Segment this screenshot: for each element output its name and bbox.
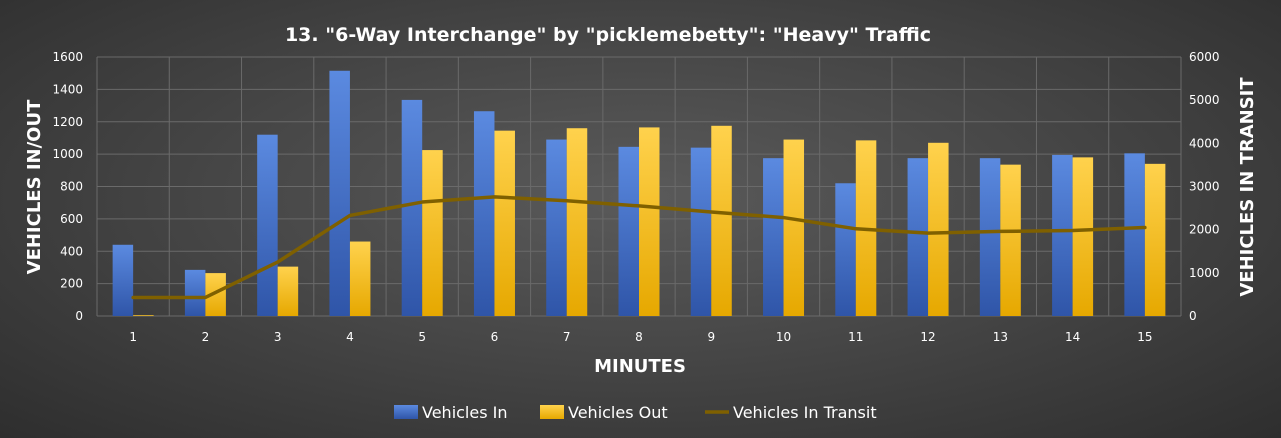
vehicles-in-bar (184, 269, 206, 316)
x-tick-label: 9 (707, 330, 715, 344)
x-tick-label: 11 (848, 330, 863, 344)
y-tick-label: 1600 (52, 50, 83, 64)
legend-label: Vehicles In (422, 403, 508, 422)
x-tick-label: 7 (563, 330, 571, 344)
y2-tick-label: 6000 (1189, 50, 1220, 64)
y2-tick-label: 2000 (1189, 223, 1220, 237)
vehicles-out-bar (494, 130, 515, 316)
y-tick-label: 800 (60, 180, 83, 194)
vehicles-out-bar (711, 125, 732, 316)
vehicles-in-bar (329, 70, 350, 317)
y2-tick-label: 0 (1189, 309, 1197, 323)
vehicles-out-bar (1000, 164, 1021, 316)
x-tick-label: 14 (1065, 330, 1080, 344)
vehicles-out-bar (928, 142, 949, 316)
vehicles-in-bar (401, 99, 423, 316)
x-tick-label: 15 (1137, 330, 1152, 344)
legend-label: Vehicles Out (568, 403, 668, 422)
vehicles-out-bar (783, 139, 805, 316)
vehicles-in-bar (257, 134, 278, 316)
vehicles-in-bar (1124, 153, 1145, 316)
legend-label: Vehicles In Transit (733, 403, 877, 422)
legend: Vehicles In Vehicles Out Vehicles In Trans… (394, 403, 877, 422)
vehicles-out-bar (422, 150, 443, 316)
vehicles-out-bar (1072, 157, 1094, 316)
vehicles-in-bar (835, 183, 856, 316)
y2-axis-title: VEHICLES IN TRANSIT (1237, 77, 1258, 297)
y-tick-label: 1200 (52, 115, 83, 129)
y-tick-label: 600 (60, 212, 83, 226)
y2-tick-label: 3000 (1189, 180, 1220, 194)
y2-tick-label: 1000 (1189, 266, 1220, 280)
vehicles-in-bar (618, 146, 639, 316)
legend-swatch (540, 405, 564, 419)
x-tick-label: 13 (993, 330, 1008, 344)
x-tick-label: 4 (346, 330, 354, 344)
y-tick-label: 400 (60, 244, 83, 258)
tick-labels: 0200400600800100012001400160001000200030… (52, 50, 1219, 344)
legend-swatch (394, 405, 418, 419)
x-tick-label: 5 (418, 330, 426, 344)
y2-tick-label: 4000 (1189, 136, 1220, 150)
transit-line-layer (131, 195, 1147, 300)
y-tick-label: 200 (60, 277, 83, 291)
vehicles-in-bar (763, 158, 784, 316)
vehicles-out-bar (639, 127, 660, 317)
x-tick-label: 1 (129, 330, 137, 344)
chart-title: 13. "6-Way Interchange" by "picklemebett… (285, 24, 931, 46)
x-tick-label: 2 (202, 330, 210, 344)
y-axis-title: VEHICLES IN/OUT (24, 99, 45, 274)
vehicles-in-bar (473, 111, 495, 317)
vehicles-in-bar (690, 147, 712, 316)
bars (112, 70, 1166, 317)
y-tick-label: 1000 (52, 147, 83, 161)
x-axis-title: MINUTES (594, 356, 686, 377)
y-tick-label: 1400 (52, 82, 83, 96)
vehicles-in-bar (112, 244, 134, 316)
x-tick-label: 6 (491, 330, 499, 344)
vehicles-out-bar (277, 266, 299, 316)
vehicles-out-bar (133, 315, 154, 316)
vehicles-out-bar (566, 128, 588, 316)
vehicles-out-bar (349, 241, 371, 316)
x-tick-label: 3 (274, 330, 282, 344)
x-tick-label: 8 (635, 330, 643, 344)
y2-tick-label: 5000 (1189, 93, 1220, 107)
vehicles-in-bar (907, 158, 929, 316)
x-tick-label: 10 (776, 330, 791, 344)
vehicles-out-bar (1144, 163, 1166, 316)
vehicles-in-bar (1052, 154, 1073, 316)
vehicles-in-bar (546, 139, 567, 316)
vehicles-out-bar (205, 273, 226, 316)
x-tick-label: 12 (920, 330, 935, 344)
vehicles-in-bar (979, 158, 1001, 316)
y-tick-label: 0 (75, 309, 83, 323)
